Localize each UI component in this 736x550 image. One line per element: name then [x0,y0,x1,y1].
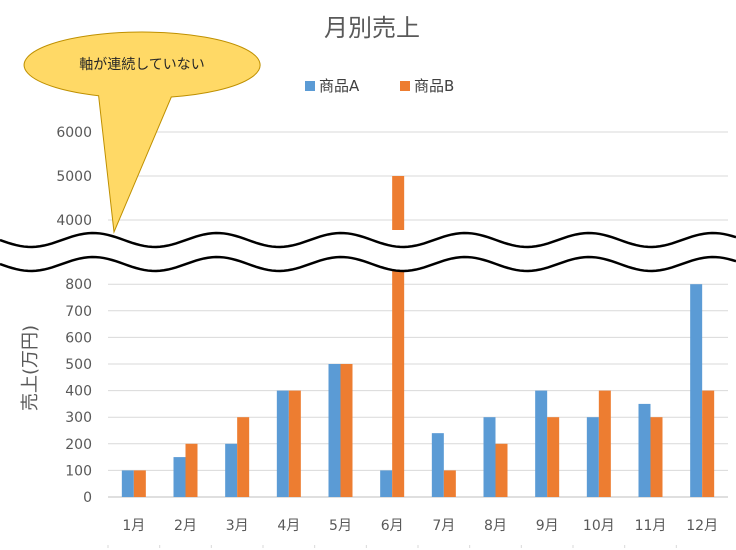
y-tick-label: 700 [65,304,92,320]
bar [598,390,611,497]
bar [702,390,715,497]
bar-upper [392,176,405,230]
y-tick-label: 200 [65,437,92,453]
legend-swatch [305,81,315,91]
chart-title: 月別売上 [324,14,420,42]
bar [225,443,238,497]
x-tick-label: 3月 [226,518,249,534]
y-tick-label: 5000 [56,169,92,185]
x-tick-label: 10月 [583,518,615,534]
bar [173,457,186,497]
x-tick-label: 5月 [329,518,352,534]
y-tick-label: 100 [65,463,92,479]
bar [185,443,198,497]
bar [380,470,393,497]
bar [121,470,134,497]
bar [431,433,444,497]
x-tick-label: 11月 [635,518,667,534]
bar [535,390,548,497]
x-tick-label: 9月 [536,518,559,534]
axis-break-line [0,231,736,249]
bar [650,417,663,497]
bar [547,417,560,497]
y-tick-label: 800 [65,277,92,293]
y-tick-label: 600 [65,330,92,346]
bar [443,470,456,497]
y-tick-label: 4000 [56,213,92,229]
bar [276,390,289,497]
x-tick-label: 2月 [174,518,197,534]
y-tick-label: 0 [83,490,92,506]
y-tick-label: 400 [65,384,92,400]
bar [340,364,353,497]
x-tick-label: 1月 [122,518,145,534]
bar [288,390,301,497]
x-tick-label: 12月 [686,518,718,534]
y-tick-label: 6000 [56,125,92,141]
bar [495,443,508,497]
bar [133,470,146,497]
legend-label: 商品B [414,77,454,95]
bar [483,417,496,497]
x-tick-label: 7月 [432,518,455,534]
y-tick-label: 500 [65,357,92,373]
bar [638,403,651,497]
bar [237,417,250,497]
bar [690,284,703,497]
y-tick-label: 300 [65,410,92,426]
x-tick-label: 4月 [277,518,300,534]
callout-text: 軸が連続していない [79,56,205,73]
bar-lower [392,270,405,497]
x-tick-label: 6月 [381,518,404,534]
legend-swatch [400,81,410,91]
callout: 軸が連続していない [23,31,261,234]
bar [328,364,341,497]
x-tick-label: 8月 [484,518,507,534]
y-axis-label: 売上(万円) [20,325,41,411]
axis-break-line [0,255,736,273]
legend-label: 商品A [319,77,360,95]
bar [586,417,599,497]
